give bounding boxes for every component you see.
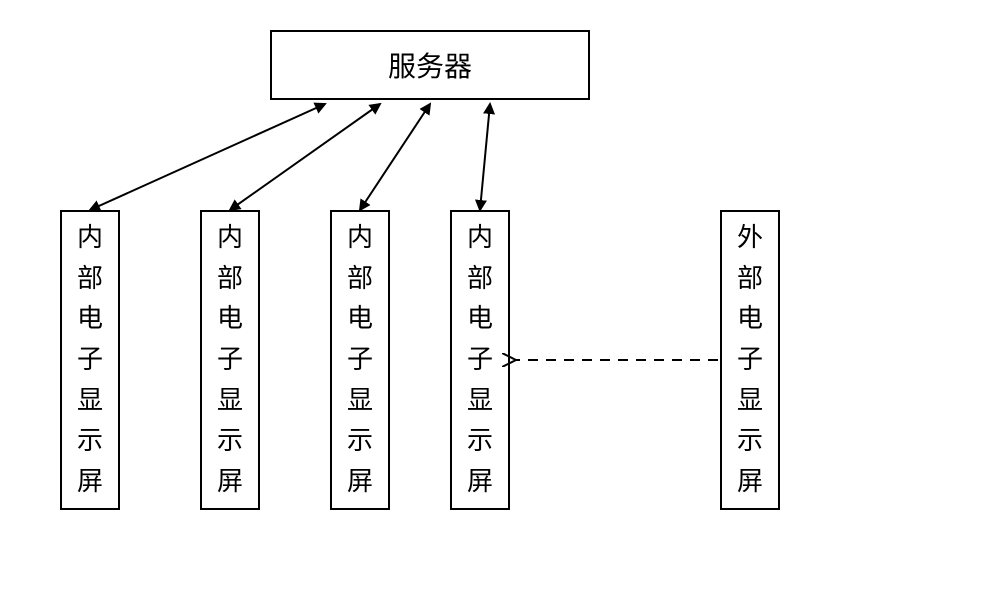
internal-display-label: 内部电子显示屏	[62, 218, 118, 502]
server-node: 服务器	[270, 30, 590, 100]
internal-display-node: 内部电子显示屏	[60, 210, 120, 510]
external-display-label: 外部电子显示屏	[722, 218, 778, 502]
internal-display-node: 内部电子显示屏	[330, 210, 390, 510]
internal-display-node: 内部电子显示屏	[450, 210, 510, 510]
internal-display-label: 内部电子显示屏	[452, 218, 508, 502]
internal-display-label: 内部电子显示屏	[332, 218, 388, 502]
diagram-canvas: 服务器 内部电子显示屏 内部电子显示屏 内部电子显示屏 内部电子显示屏 外部电子…	[0, 0, 1000, 596]
internal-display-label: 内部电子显示屏	[202, 218, 258, 502]
external-display-node: 外部电子显示屏	[720, 210, 780, 510]
server-label: 服务器	[388, 45, 472, 85]
internal-display-node: 内部电子显示屏	[200, 210, 260, 510]
